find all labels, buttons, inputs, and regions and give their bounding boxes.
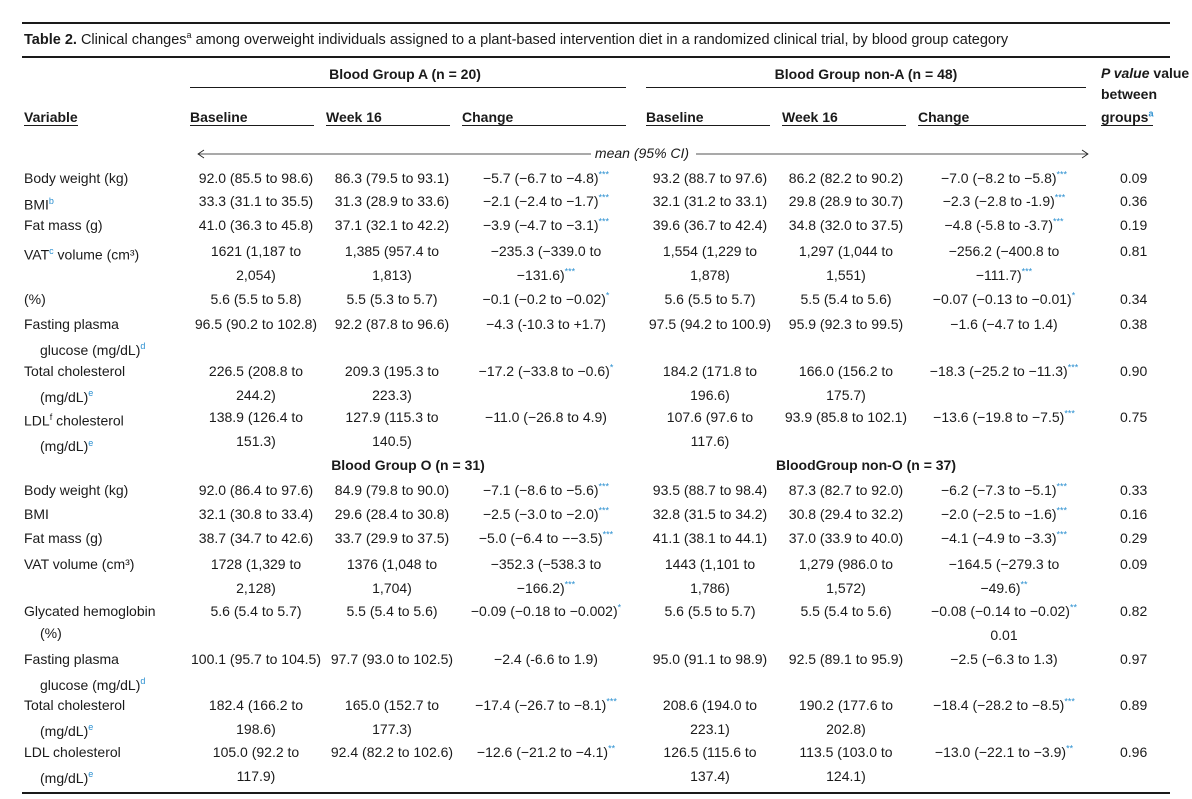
- header-group-nona: Blood Group non-A (n = 48): [774, 66, 958, 82]
- header-change-nona: Change: [918, 106, 1086, 130]
- header-pvalue: P value value between groupsa: [1101, 65, 1190, 126]
- header-group-o: Blood Group O (n = 31): [331, 457, 485, 473]
- bottom-rule: [22, 792, 1170, 794]
- header-group-a: Blood Group A (n = 20): [329, 66, 481, 82]
- table-label: Table 2.: [24, 31, 77, 48]
- mean-label: mean (95% CI): [594, 145, 690, 161]
- table-caption: Table 2. Clinical changesa among overwei…: [24, 30, 1009, 48]
- header-baseline-nona: Baseline: [646, 106, 770, 130]
- header-week16-a: Week 16: [326, 106, 450, 130]
- header-baseline-a: Baseline: [190, 106, 314, 130]
- mean-arrow-line: [197, 149, 1089, 159]
- header-change-a: Change: [462, 106, 626, 130]
- header-variable: Variable: [24, 109, 78, 126]
- header-week16-nona: Week 16: [782, 106, 906, 130]
- caption-rule: [22, 56, 1170, 58]
- group-a-underline: [190, 87, 626, 88]
- group-nona-underline: [646, 87, 1086, 88]
- header-group-nono: BloodGroup non-O (n = 37): [775, 457, 957, 473]
- top-rule: [22, 22, 1170, 24]
